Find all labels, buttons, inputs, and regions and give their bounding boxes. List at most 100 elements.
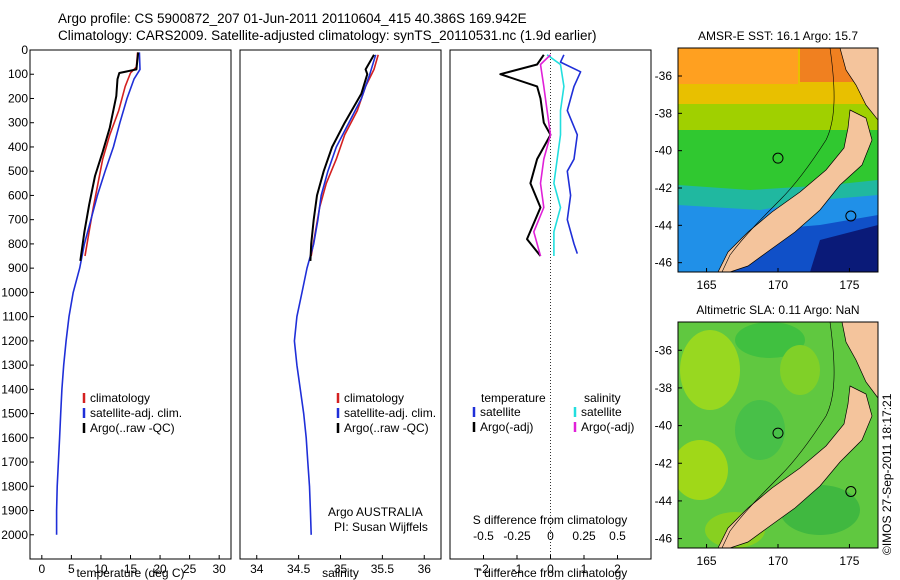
- salinity-legend-label: satellite-adj. clim.: [344, 406, 436, 420]
- temperature-xtick-label: 5: [68, 562, 75, 576]
- sla-map-profile-marker: [772, 427, 784, 439]
- difference-xlabel-top: S difference from climatology: [473, 513, 628, 527]
- salinity-diff-tick-label: 0.25: [572, 529, 596, 543]
- sla-map-ytick-label: -42: [655, 456, 673, 470]
- pi-label: PI: Susan Wijffels: [334, 520, 428, 534]
- depth-tick-label: 600: [8, 188, 28, 202]
- temperature-xtick-label: 10: [94, 562, 108, 576]
- figure-title-line-1: Argo profile: CS 5900872_207 01-Jun-2011…: [58, 11, 527, 26]
- depth-tick-label: 700: [8, 213, 28, 227]
- salinity-series-2: [309, 54, 375, 261]
- sst-map-ytick-label: -46: [655, 256, 673, 270]
- temperature-legend-label: climatology: [90, 391, 150, 405]
- depth-tick-label: 800: [8, 237, 28, 251]
- depth-tick-label: 1900: [1, 504, 28, 518]
- salinity-chart: 34 34.5 35 35.5 36 salinity climatologysatelli…: [250, 54, 436, 580]
- sla-map-xtick-label: 170: [768, 554, 788, 568]
- salinity-xtick-label: 34: [250, 562, 264, 576]
- sla-map-ytick-label: -38: [655, 381, 673, 395]
- sst-map-ytick-label: -42: [655, 181, 673, 195]
- sla-map-ytick-label: -46: [655, 532, 673, 546]
- sla-map-profile-marker: [845, 486, 857, 497]
- depth-tick-label: 900: [8, 261, 28, 275]
- salinity-xlabel: salinity: [322, 566, 359, 580]
- depth-tick-label: 2000: [1, 528, 28, 542]
- salinity-diff-tick-label: -0.25: [503, 529, 531, 543]
- depth-tick-label: 1200: [1, 334, 28, 348]
- difference-xtick-label: 2: [614, 562, 621, 576]
- sla-map-title: Altimetric SLA: 0.11 Argo: NaN: [696, 303, 859, 317]
- difference-series-2: [546, 54, 565, 256]
- sst-map-frame: [677, 47, 879, 273]
- salinity-xtick-label: 34.5: [287, 562, 311, 576]
- sst-map-profile-marker: [772, 152, 784, 164]
- salinity-diff-tick-label: -0.5: [473, 529, 494, 543]
- sst-map: AMSR-E SST: 16.1 Argo: 15.7 165 170 175 -36 -…: [655, 29, 878, 292]
- difference-series-3: [532, 54, 552, 257]
- temperature-xtick-label: 0: [38, 562, 45, 576]
- sla-map-frame: [677, 321, 879, 549]
- depth-tick-label: 1400: [1, 382, 28, 396]
- temperature-series-1: [55, 52, 141, 535]
- sst-map-ytick-label: -36: [655, 69, 673, 83]
- temperature-series-2: [79, 52, 140, 262]
- difference-series-0: [559, 54, 582, 254]
- north-island-land: [839, 48, 878, 121]
- north-island-land-sla: [841, 322, 878, 399]
- depth-tick-label: 1700: [1, 455, 28, 469]
- depth-tick-label: 400: [8, 140, 28, 154]
- depth-tick-label: 1800: [1, 479, 28, 493]
- salinity-legend-label: Argo(..raw -QC): [344, 421, 429, 435]
- salinity-series-1: [293, 54, 377, 535]
- salinity-diff-tick-label: 0: [547, 529, 554, 543]
- depth-tick-label: 1100: [2, 310, 28, 324]
- salinity-xtick-label: 35.5: [371, 562, 395, 576]
- temperature-xtick-label: 15: [124, 562, 138, 576]
- sst-map-ytick-label: -38: [655, 106, 673, 120]
- sla-map-ytick-label: -44: [655, 494, 673, 508]
- sla-map-ytick-label: -36: [655, 343, 673, 357]
- sst-map-ytick-label: -44: [655, 218, 673, 232]
- diff-s-legend-label: Argo(-adj): [581, 420, 634, 434]
- sla-map-xtick-label: 175: [839, 554, 859, 568]
- salinity-xtick-label: 35: [334, 562, 348, 576]
- sla-map-xtick-label: 165: [697, 554, 717, 568]
- difference-xtick-label: -2: [478, 562, 489, 576]
- depth-tick-label: 1500: [1, 407, 28, 421]
- sst-map-xtick-label: 175: [839, 278, 859, 292]
- difference-chart: -2 -1 0 1 2T difference from climatology temp…: [473, 50, 634, 580]
- diff-t-legend-label: satellite: [480, 405, 521, 419]
- temperature-xtick-label: 30: [212, 562, 226, 576]
- sst-map-ytick-label: -40: [655, 144, 673, 158]
- difference-xtick-label: -1: [512, 562, 523, 576]
- salinity-panel: [239, 49, 442, 560]
- depth-tick-label: 1300: [1, 358, 28, 372]
- sla-map-ytick-label: -40: [655, 419, 673, 433]
- temperature-xtick-label: 20: [153, 562, 167, 576]
- difference-xtick-label: 0: [547, 562, 554, 576]
- sst-map-title: AMSR-E SST: 16.1 Argo: 15.7: [698, 29, 858, 43]
- salinity-xtick-label: 36: [418, 562, 432, 576]
- sst-map-profile-marker: [845, 210, 857, 222]
- salinity-series-0: [310, 54, 379, 257]
- diff-s-legend-label: satellite: [581, 405, 622, 419]
- depth-tick-label: 1000: [1, 285, 28, 299]
- temperature-panel: [29, 49, 232, 560]
- difference-xlabel: T difference from climatology: [474, 566, 628, 580]
- sst-map-xtick-label: 165: [697, 278, 717, 292]
- depth-tick-label: 0: [21, 43, 28, 57]
- depth-tick-label: 1600: [1, 431, 28, 445]
- depth-tick-label: 300: [8, 116, 28, 130]
- temperature-legend-label: Argo(..raw -QC): [90, 421, 175, 435]
- diff-t-legend-label: Argo(-adj): [480, 420, 533, 434]
- depth-tick-label: 200: [8, 91, 28, 105]
- legend-header-temperature: temperature: [481, 391, 546, 405]
- depth-tick-label: 100: [8, 67, 28, 81]
- figure-title-line-2: Climatology: CARS2009. Satellite-adjuste…: [58, 28, 597, 43]
- argo-australia-label: Argo AUSTRALIA: [328, 505, 423, 519]
- temperature-legend-label: satellite-adj. clim.: [90, 406, 182, 420]
- salinity-legend-label: climatology: [344, 391, 404, 405]
- temperature-xlabel: temperature (deg C): [76, 566, 184, 580]
- difference-xtick-label: 1: [581, 562, 588, 576]
